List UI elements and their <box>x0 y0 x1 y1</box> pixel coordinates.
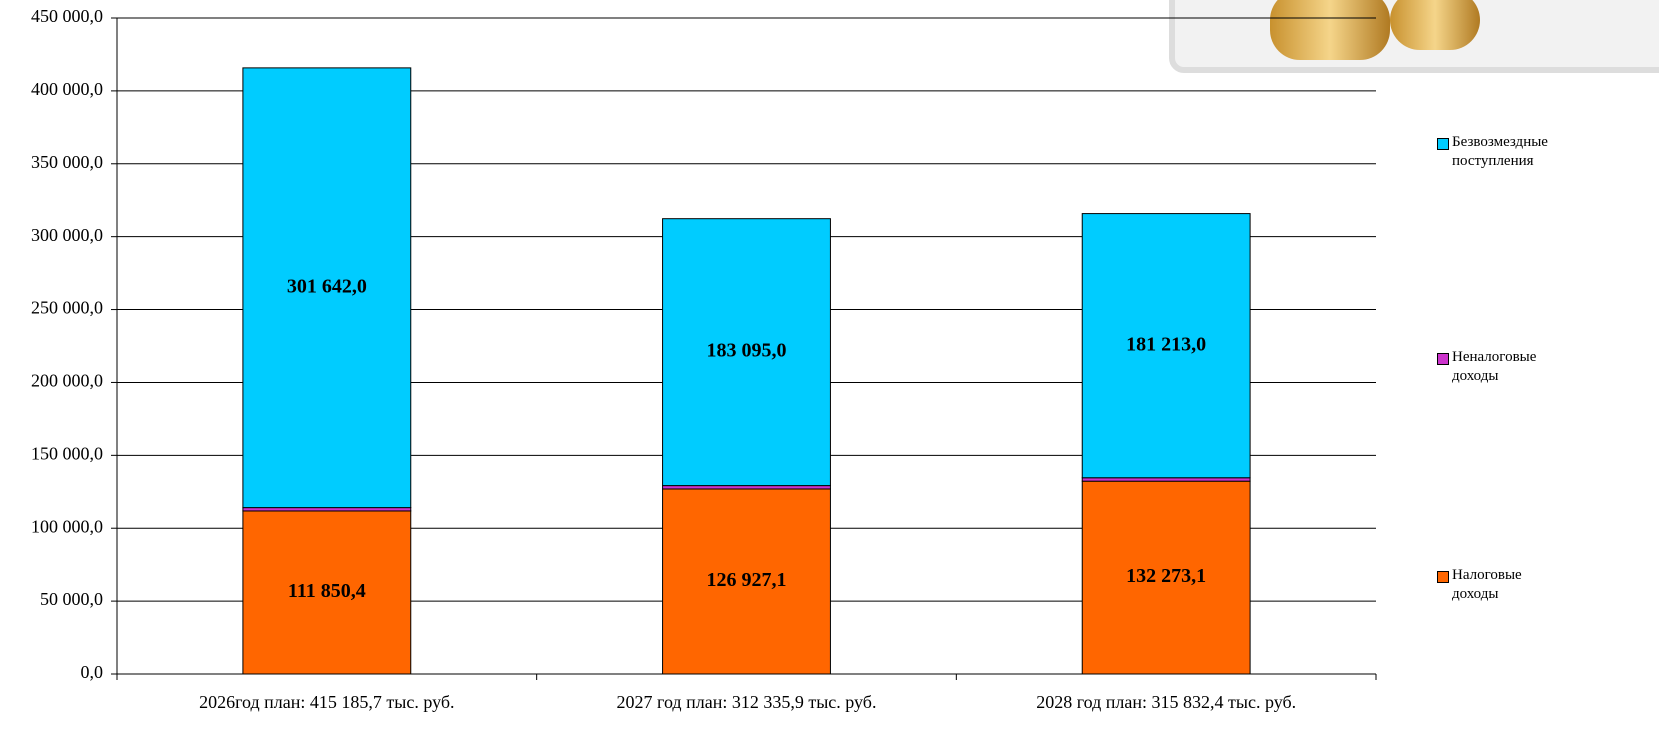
bar-segment <box>1081 477 1251 482</box>
y-tick-label: 350 000,0 <box>31 152 103 172</box>
data-label: 181 213,0 <box>1126 333 1206 355</box>
bar-segment <box>1081 480 1251 675</box>
y-tick-label: 150 000,0 <box>31 443 103 463</box>
bar-segment <box>662 488 831 675</box>
x-tick-label: 2027 год план: 312 335,9 тыс. руб. <box>617 692 877 712</box>
y-tick-label: 0,0 <box>81 662 104 682</box>
bar-segment <box>662 485 831 490</box>
x-tick-label: 2028 год план: 315 832,4 тыс. руб. <box>1036 692 1296 712</box>
data-label: 132 273,1 <box>1126 565 1206 587</box>
decor-image <box>1169 0 1659 73</box>
data-label: 126 927,1 <box>707 569 787 591</box>
y-tick-label: 100 000,0 <box>31 516 103 536</box>
bar-segment <box>662 218 831 487</box>
legend-label: Безвозмездные поступления <box>1452 134 1548 169</box>
legend-swatch <box>1437 138 1449 150</box>
y-tick-label: 400 000,0 <box>31 79 103 99</box>
legend-swatch <box>1437 571 1449 583</box>
y-tick-label: 450 000,0 <box>31 6 103 26</box>
data-label: 301 642,0 <box>287 275 367 297</box>
bar-segment <box>242 507 412 512</box>
y-tick-label: 300 000,0 <box>31 225 103 245</box>
bar-segment <box>242 510 412 675</box>
data-label: 183 095,0 <box>707 340 787 362</box>
y-tick-label: 50 000,0 <box>40 589 103 609</box>
legend-label: Налоговые доходы <box>1452 567 1522 602</box>
legend-label: Неналоговые доходы <box>1452 349 1537 384</box>
y-tick-label: 250 000,0 <box>31 298 103 318</box>
bar-segment <box>242 67 412 509</box>
bar-segment <box>1081 213 1251 479</box>
x-tick-label: 2026год план: 415 185,7 тыс. руб. <box>199 692 454 712</box>
legend-swatch <box>1437 353 1449 365</box>
y-tick-label: 200 000,0 <box>31 371 103 391</box>
data-label: 111 850,4 <box>288 580 366 602</box>
